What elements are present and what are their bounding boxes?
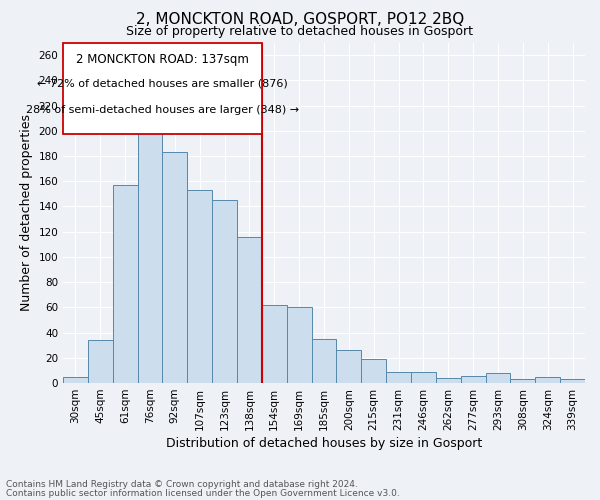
- Bar: [535, 377, 560, 383]
- Bar: [212, 200, 237, 383]
- Bar: [287, 308, 311, 383]
- Bar: [262, 305, 287, 383]
- Bar: [436, 378, 461, 383]
- Y-axis label: Number of detached properties: Number of detached properties: [20, 114, 33, 312]
- Text: 2, MONCKTON ROAD, GOSPORT, PO12 2BQ: 2, MONCKTON ROAD, GOSPORT, PO12 2BQ: [136, 12, 464, 28]
- Bar: [113, 185, 137, 383]
- Bar: [461, 376, 485, 383]
- Bar: [485, 373, 511, 383]
- Bar: [337, 350, 361, 383]
- Text: ← 72% of detached houses are smaller (876): ← 72% of detached houses are smaller (87…: [37, 79, 288, 89]
- Text: 28% of semi-detached houses are larger (348) →: 28% of semi-detached houses are larger (…: [26, 106, 299, 116]
- Text: 2 MONCKTON ROAD: 137sqm: 2 MONCKTON ROAD: 137sqm: [76, 52, 249, 66]
- FancyBboxPatch shape: [63, 42, 262, 134]
- Bar: [311, 339, 337, 383]
- Bar: [137, 118, 163, 383]
- Bar: [386, 372, 411, 383]
- Bar: [63, 377, 88, 383]
- Bar: [163, 152, 187, 383]
- Bar: [88, 340, 113, 383]
- Bar: [511, 380, 535, 383]
- X-axis label: Distribution of detached houses by size in Gosport: Distribution of detached houses by size …: [166, 437, 482, 450]
- Bar: [560, 380, 585, 383]
- Bar: [361, 359, 386, 383]
- Text: Contains HM Land Registry data © Crown copyright and database right 2024.: Contains HM Land Registry data © Crown c…: [6, 480, 358, 489]
- Text: Contains public sector information licensed under the Open Government Licence v3: Contains public sector information licen…: [6, 489, 400, 498]
- Bar: [237, 237, 262, 383]
- Text: Size of property relative to detached houses in Gosport: Size of property relative to detached ho…: [127, 25, 473, 38]
- Bar: [187, 190, 212, 383]
- Bar: [411, 372, 436, 383]
